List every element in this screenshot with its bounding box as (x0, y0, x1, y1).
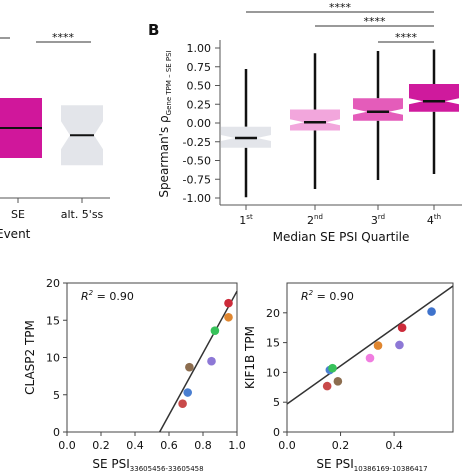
x-tick-label-base: 2 (307, 214, 314, 227)
x-tick-label: 0.4 (385, 439, 403, 452)
data-point (178, 399, 187, 408)
box-quartile-4 (409, 84, 459, 112)
x-tick-label-sup: th (434, 213, 441, 221)
x-tick-label-se: SE (11, 208, 25, 221)
significance-label: **** (52, 31, 75, 44)
panel-label-b: B (148, 21, 159, 39)
data-point (397, 323, 407, 333)
y-tick-label: 20 (266, 307, 280, 320)
data-point (322, 381, 332, 391)
r-squared-sup: 2 (309, 289, 314, 297)
x-axis-label-main: SE PSI (92, 457, 129, 471)
y-tick-label: 15 (266, 337, 280, 350)
x-tick-label: 0.4 (126, 439, 144, 452)
y-tick-label: 15 (46, 314, 60, 327)
y-tick-label: 0.00 (187, 117, 212, 130)
x-tick-label-sup: st (246, 213, 253, 221)
y-tick-label: 5 (53, 389, 60, 402)
data-point (333, 377, 343, 386)
x-axis-label-sub: 33605456-33605458 (130, 465, 204, 473)
r-squared-value: = 0.90 (313, 290, 354, 303)
y-tick-label: -0.75 (183, 173, 211, 186)
y-tick-label: 0.50 (187, 80, 212, 93)
panel-b-boxplot: B 1.00 0.75 0.50 0.25 0.00 -0.25 -0.50 -0.75 -1.… (148, 1, 462, 244)
data-point (224, 312, 233, 322)
plot-frame (286, 282, 454, 433)
significance-label: **** (364, 15, 387, 28)
x-tick-label: 0.6 (160, 439, 178, 452)
y-tick-label: 1.00 (187, 42, 212, 55)
regression-line (286, 285, 454, 405)
data-point (183, 388, 192, 397)
data-point (373, 341, 383, 350)
data-point (207, 356, 216, 366)
significance-label: **** (395, 31, 418, 44)
x-tick-label-sup: rd (378, 213, 385, 221)
y-tick-label: 5 (273, 396, 280, 409)
significance-label: **** (329, 1, 352, 14)
y-tick-label: 10 (46, 352, 60, 365)
r-squared-prefix: R (81, 290, 89, 303)
r-squared-value: = 0.90 (93, 290, 134, 303)
x-tick-label: 0.2 (92, 439, 110, 452)
x-tick-label-base: 4 (427, 214, 434, 227)
x-tick-label: 0.2 (332, 439, 350, 452)
box-quartile-2 (290, 109, 340, 131)
y-tick-label: -0.50 (183, 155, 211, 168)
x-tick-label-sup: nd (314, 213, 323, 221)
data-point (224, 298, 233, 308)
r-squared-annotation: R2 = 0.90 (81, 289, 134, 303)
x-tick-label: 2nd (307, 213, 323, 227)
y-tick-label: 10 (266, 366, 280, 379)
data-point (210, 326, 220, 335)
y-axis-label-main: Spearman's ρ (157, 115, 171, 197)
x-tick-label-base: 1 (239, 214, 246, 227)
y-tick-label: 0 (53, 426, 60, 439)
x-tick-label: 0.8 (194, 439, 212, 452)
x-tick-label: 1.0 (228, 439, 246, 452)
x-tick-label: 3rd (371, 213, 385, 227)
x-tick-label-alt5ss: alt. 5'ss (61, 208, 104, 221)
x-tick-label: 4th (427, 213, 441, 227)
x-axis-label: SE PSI33605456-33605458 (92, 457, 203, 473)
x-tick-label-base: 3 (371, 214, 378, 227)
data-point (427, 307, 436, 316)
r-squared-prefix: R (301, 290, 309, 303)
data-point (365, 353, 375, 363)
y-tick-label: 0 (273, 426, 280, 439)
box-quartile-3 (353, 98, 403, 121)
y-axis-label: CLASP2 TPM (23, 320, 37, 395)
y-tick-label: -1.00 (183, 192, 211, 205)
x-axis-label: SE PSI10386169-10386417 (316, 457, 427, 473)
x-axis-label-fragment: Event (0, 227, 31, 241)
y-tick-label: 20 (46, 277, 60, 290)
r-squared-sup: 2 (89, 289, 94, 297)
data-point (328, 363, 337, 373)
data-point (395, 340, 404, 350)
panel-d-scatter: 0.0 0.2 0.4 0 5 10 15 20 R2 = 0.90 SE PSI10386169… (243, 282, 454, 473)
x-axis-label-main: SE PSI (316, 457, 353, 471)
panel-c-scatter: 0.0 0.2 0.4 0.6 0.8 1.0 0 5 10 15 20 R2 = 0.90 SE PS… (23, 277, 246, 473)
data-point (185, 362, 194, 372)
regression-line (158, 290, 238, 433)
y-axis-label: KIF1B TPM (243, 326, 257, 389)
x-axis-label: Median SE PSI Quartile (273, 230, 410, 244)
x-tick-label: 0.0 (278, 439, 296, 452)
x-tick-label: 0.0 (58, 439, 76, 452)
y-axis-label-sub: Gene TPM – SE PSI (165, 50, 173, 115)
x-axis-label-sub: 10386169-10386417 (354, 465, 428, 473)
y-axis-label: Spearman's ρGene TPM – SE PSI (157, 50, 173, 197)
x-tick-label: 1st (239, 213, 253, 227)
r-squared-annotation: R2 = 0.90 (301, 289, 354, 303)
y-tick-label: 0.75 (187, 61, 212, 74)
y-tick-label: -0.25 (183, 136, 211, 149)
y-tick-label: 0.25 (187, 98, 212, 111)
panel-a-partial: **** SE alt. 5'ss Event (0, 31, 110, 241)
